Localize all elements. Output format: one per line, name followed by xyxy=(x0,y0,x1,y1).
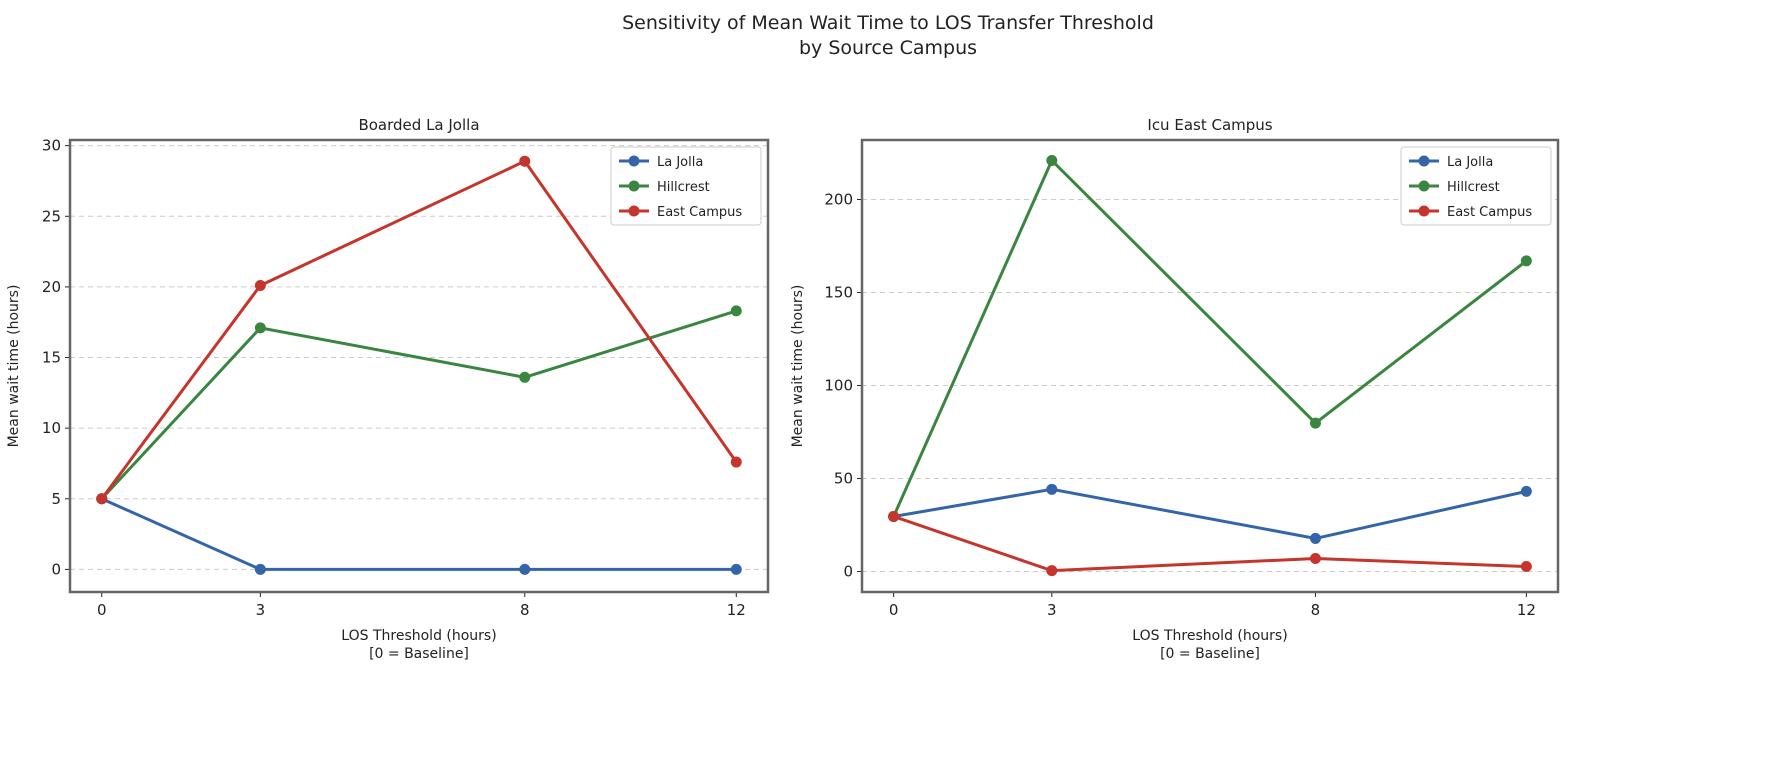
series-line-la-jolla xyxy=(893,487,1527,540)
data-point xyxy=(888,510,900,522)
data-point xyxy=(1520,561,1532,573)
figure-title-line-1: Sensitivity of Mean Wait Time to LOS Tra… xyxy=(622,12,1154,34)
legend-marker xyxy=(1418,180,1430,192)
x-axis-label-note: [0 = Baseline] xyxy=(369,646,469,662)
legend: La Jolla Hillcrest East Campus xyxy=(610,146,762,226)
data-point xyxy=(730,456,742,468)
x-tick-label: 3 xyxy=(1047,601,1057,619)
data-point xyxy=(254,322,266,334)
y-tick-label: 15 xyxy=(42,349,61,367)
x-axis-label: LOS Threshold (hours) xyxy=(1132,628,1287,644)
legend-label: La Jolla xyxy=(657,155,703,170)
x-tick-label: 8 xyxy=(1311,601,1321,619)
data-point xyxy=(1046,565,1058,577)
data-point xyxy=(1046,154,1058,166)
axes-frame xyxy=(68,138,770,594)
x-tick-label: 0 xyxy=(889,601,899,619)
legend-marker xyxy=(628,155,640,167)
series-line-east-campus xyxy=(100,159,738,500)
y-tick-label: 200 xyxy=(824,191,853,209)
data-point xyxy=(254,563,266,575)
x-axis-label-note: [0 = Baseline] xyxy=(1160,646,1260,662)
x-axis-label: LOS Threshold (hours) xyxy=(341,628,496,644)
data-point xyxy=(730,563,742,575)
y-tick-label: 20 xyxy=(42,278,61,296)
series-line-east-campus xyxy=(893,515,1527,573)
data-point xyxy=(730,305,742,317)
y-tick-label: 150 xyxy=(824,284,853,302)
series-line-la-jolla xyxy=(101,497,737,571)
legend-marker xyxy=(628,180,640,192)
series-line-hillcrest xyxy=(892,157,1528,518)
legend-label: Hillcrest xyxy=(657,180,710,195)
x-tick-label: 12 xyxy=(1517,601,1536,619)
y-tick-label: 50 xyxy=(834,470,853,488)
x-tick-label: 8 xyxy=(520,601,530,619)
data-point xyxy=(96,493,108,505)
axes-frame xyxy=(860,138,1560,594)
data-point xyxy=(254,279,266,291)
y-axis-label: Mean wait time (hours) xyxy=(790,285,806,448)
data-point xyxy=(1309,532,1321,544)
legend-box xyxy=(1400,146,1552,226)
figure-title-line-2: by Source Campus xyxy=(799,37,977,59)
x-tick-label: 3 xyxy=(256,601,266,619)
y-tick-label: 0 xyxy=(843,563,853,581)
legend-marker xyxy=(628,205,640,217)
series-line-hillcrest xyxy=(100,309,737,500)
legend-label: Hillcrest xyxy=(1447,180,1500,195)
y-tick-label: 5 xyxy=(51,490,61,508)
chart-panel-2: 0 50 100 150 200 0 3 8 12 Icu East Campus LOS Thre… xyxy=(790,116,1560,662)
data-point xyxy=(1309,553,1321,565)
data-point xyxy=(1520,255,1532,267)
data-point xyxy=(519,563,531,575)
data-point xyxy=(519,371,531,383)
data-point xyxy=(1046,483,1058,495)
chart-panel-1: 0 5 10 15 20 25 30 0 3 8 12 Boarded La Jolla LOS Thr… xyxy=(6,116,770,662)
y-axis-label: Mean wait time (hours) xyxy=(6,285,22,448)
y-tick-label: 10 xyxy=(42,419,61,437)
chart-title: Boarded La Jolla xyxy=(358,116,479,134)
legend-marker xyxy=(1418,205,1430,217)
y-tick-label: 30 xyxy=(42,137,61,155)
data-point xyxy=(519,155,531,167)
y-tick-label: 0 xyxy=(51,560,61,578)
chart-title: Icu East Campus xyxy=(1147,116,1272,134)
y-tick-label: 100 xyxy=(824,377,853,395)
y-tick-label: 25 xyxy=(42,207,61,225)
legend-label: East Campus xyxy=(657,205,742,220)
data-point xyxy=(1309,417,1321,429)
legend-label: La Jolla xyxy=(1447,155,1493,170)
x-tick-label: 0 xyxy=(97,601,107,619)
legend-label: East Campus xyxy=(1447,205,1532,220)
legend: La Jolla Hillcrest East Campus xyxy=(1400,146,1552,226)
legend-marker xyxy=(1418,155,1430,167)
legend-box xyxy=(610,146,762,226)
data-point xyxy=(1520,485,1532,497)
x-tick-label: 12 xyxy=(727,601,746,619)
